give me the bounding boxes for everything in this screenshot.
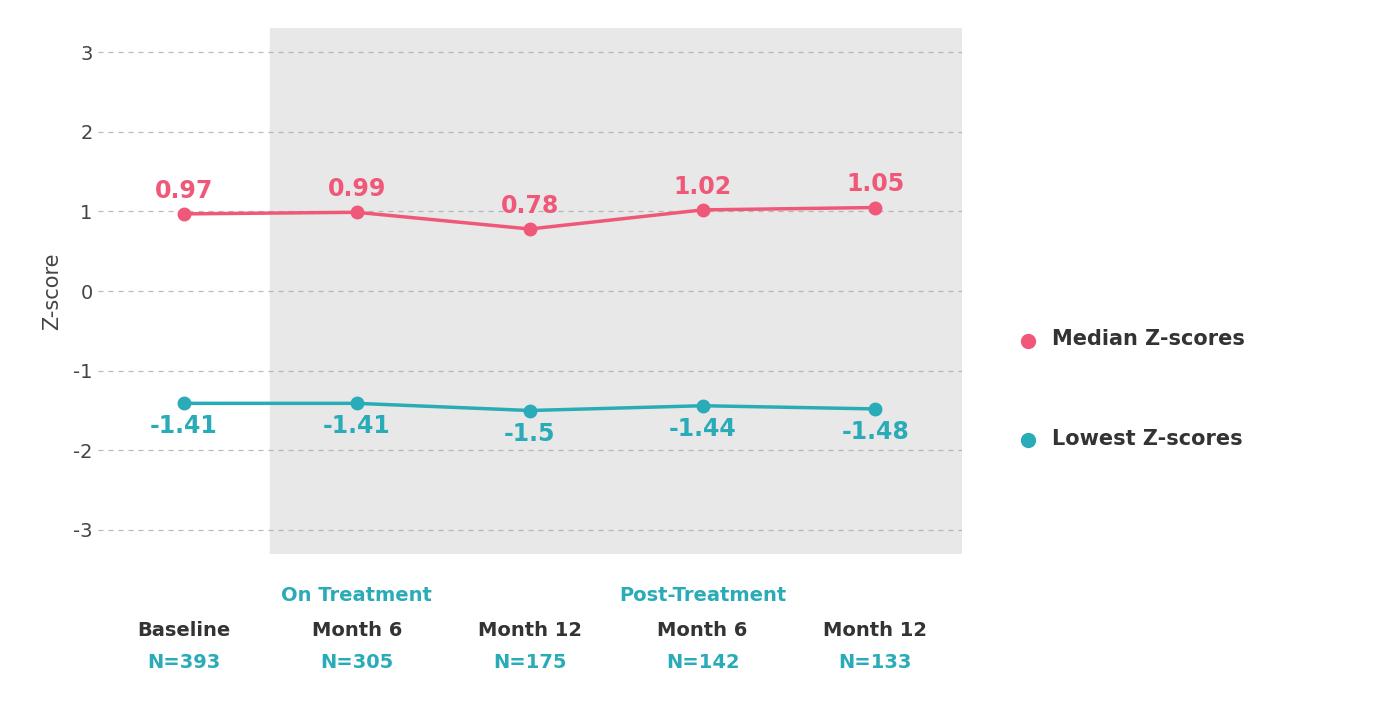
Text: N=175: N=175 xyxy=(493,653,566,672)
Text: Post-Treatment: Post-Treatment xyxy=(619,586,786,605)
Text: On Treatment: On Treatment xyxy=(282,586,432,605)
Text: N=305: N=305 xyxy=(321,653,393,672)
Text: Month 6: Month 6 xyxy=(312,621,401,640)
Text: -1.41: -1.41 xyxy=(151,415,217,439)
Text: N=142: N=142 xyxy=(666,653,739,672)
Bar xyxy=(616,28,962,554)
Text: 1.02: 1.02 xyxy=(673,175,732,199)
Text: Lowest Z-scores: Lowest Z-scores xyxy=(1052,429,1243,449)
Text: Median Z-scores: Median Z-scores xyxy=(1052,329,1245,349)
Text: 0.99: 0.99 xyxy=(328,178,386,201)
Text: -1.5: -1.5 xyxy=(505,422,555,446)
Text: Month 12: Month 12 xyxy=(824,621,927,640)
Text: N=393: N=393 xyxy=(148,653,220,672)
Text: -1.44: -1.44 xyxy=(669,417,736,441)
Text: Month 12: Month 12 xyxy=(478,621,581,640)
Text: 0.78: 0.78 xyxy=(500,194,559,218)
Text: -1.41: -1.41 xyxy=(323,415,390,439)
Text: Month 6: Month 6 xyxy=(658,621,747,640)
Text: 0.97: 0.97 xyxy=(155,179,213,203)
Text: N=133: N=133 xyxy=(839,653,912,672)
Text: 1.05: 1.05 xyxy=(846,173,905,197)
Bar xyxy=(270,28,616,554)
Text: -1.48: -1.48 xyxy=(842,420,909,444)
Text: Baseline: Baseline xyxy=(138,621,230,640)
Y-axis label: Z-score: Z-score xyxy=(42,252,63,330)
